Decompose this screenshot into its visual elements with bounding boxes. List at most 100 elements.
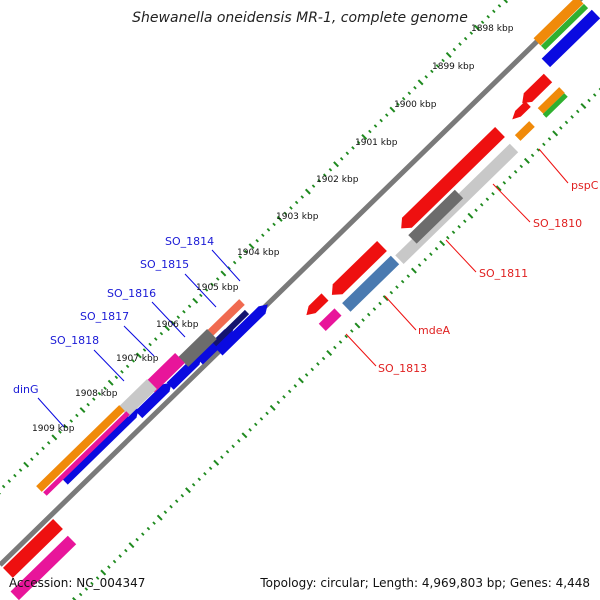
gene-label-ding[interactable]: dinG [13,383,39,396]
tick-mark [238,255,243,259]
tick-mark [469,31,474,35]
tick-mark [204,288,209,292]
gene-label-mdea[interactable]: mdeA [418,324,450,337]
tick-mark [248,428,252,432]
tick-mark [231,444,235,449]
tick-mark [382,295,389,302]
label-leader-line [211,249,241,282]
label-leader-line [345,333,377,367]
tick-mark [389,106,396,113]
tick-mark [86,402,90,407]
tick-mark [372,307,377,311]
tick-mark [321,356,326,361]
tick-mark [142,348,147,352]
tick-mark [564,120,569,125]
kbp-label: 1900 kbp [394,100,437,110]
tick-mark [317,178,321,183]
gene-label-pspc[interactable]: pspC [571,179,599,192]
gene-label-so1810[interactable]: SO_1810 [533,217,582,230]
tick-mark [118,554,122,558]
tick-mark [276,215,283,222]
tick-mark [552,130,559,137]
tick-mark [35,451,40,456]
tick-mark [592,93,597,97]
label-leader-line [445,239,477,273]
tick-mark [30,457,34,462]
tick-mark [46,441,51,445]
gene-label-so1813[interactable]: SO_1813 [378,362,427,375]
kbp-label: 1907 kbp [116,354,159,364]
kbp-label: 1906 kbp [156,320,199,330]
tick-mark [424,75,428,79]
tick-mark [429,252,433,256]
tick-mark [182,309,186,314]
tick-mark [169,504,173,509]
tick-mark [298,377,304,384]
gene-feature [541,9,600,68]
gene-feature [145,352,185,393]
tick-mark [351,146,355,150]
gene-feature [514,121,535,141]
gene-label-so1814[interactable]: SO_1814 [165,235,214,248]
tick-mark [75,413,79,418]
tick-mark [547,137,552,141]
tick-mark [69,419,74,423]
tick-mark [304,188,311,195]
tick-mark [287,389,292,394]
tick-mark [203,471,207,476]
tick-mark [328,167,333,172]
tick-mark [293,384,298,388]
tick-mark [542,142,546,147]
tick-mark [492,9,496,14]
tick-mark [435,64,440,68]
tick-mark [396,102,400,106]
tick-mark [185,487,191,494]
tick-mark [467,212,474,219]
tick-mark [192,297,199,304]
gene-feature [306,293,329,316]
tick-mark [339,157,344,161]
tick-mark [379,118,383,123]
gene-feature [118,378,157,417]
tick-mark [439,240,446,247]
tick-mark [350,329,354,333]
gene-feature [318,308,342,331]
gene-feature [401,126,505,229]
gene-feature [331,240,387,295]
gene-label-so1811[interactable]: SO_1811 [479,267,528,280]
tick-mark [187,304,192,309]
label-leader-line [151,301,186,338]
tick-mark [259,417,264,421]
kbp-label: 1902 kbp [316,175,359,185]
gene-feature [342,255,400,312]
tick-mark [90,581,94,586]
gene-label-so1816[interactable]: SO_1816 [107,287,156,300]
accession-text: Accession: NC_004347 [9,576,145,590]
tick-mark [156,514,163,521]
tick-mark [78,592,83,597]
gene-feature [36,405,125,492]
tick-mark [255,238,259,243]
tick-mark [289,206,293,210]
label-leader-line [93,349,125,382]
tick-mark [441,58,445,63]
tick-mark [237,439,241,443]
label-leader-line [538,148,569,184]
tick-mark [458,42,462,46]
tick-mark [323,173,327,177]
gene-label-so1815[interactable]: SO_1815 [140,258,189,271]
tick-mark [356,140,361,145]
tick-mark [141,532,145,536]
tick-mark [7,479,12,483]
tick-mark [283,211,288,216]
gene-label-so1817[interactable]: SO_1817 [80,310,129,323]
gene-label-so1818[interactable]: SO_1818 [50,334,99,347]
tick-mark [463,219,467,224]
tick-mark [423,257,427,262]
tick-mark [430,69,434,74]
tick-mark [170,320,175,325]
gene-feature [408,189,464,244]
tick-mark [474,208,478,213]
